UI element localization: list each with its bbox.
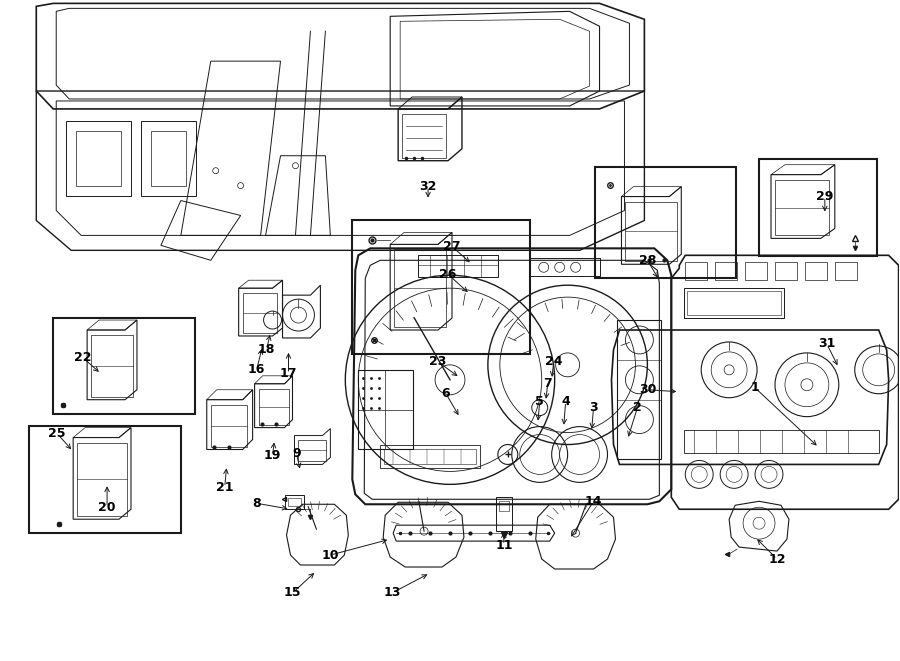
Bar bbox=[402, 114, 446, 158]
Bar bbox=[380, 444, 480, 469]
Text: 5: 5 bbox=[536, 395, 544, 408]
Bar bbox=[688, 291, 781, 315]
Bar bbox=[499, 501, 508, 511]
Bar bbox=[835, 262, 857, 280]
Bar bbox=[684, 430, 878, 453]
Bar bbox=[384, 449, 476, 465]
Text: 12: 12 bbox=[769, 553, 786, 566]
Bar bbox=[685, 262, 707, 280]
Text: 22: 22 bbox=[75, 352, 92, 364]
Text: 17: 17 bbox=[280, 368, 297, 380]
Bar bbox=[287, 498, 302, 506]
Bar bbox=[243, 293, 276, 333]
Text: 21: 21 bbox=[216, 481, 233, 494]
Text: 14: 14 bbox=[585, 495, 602, 508]
Text: 24: 24 bbox=[544, 356, 562, 368]
Bar bbox=[299, 440, 327, 461]
Text: 31: 31 bbox=[818, 338, 835, 350]
Bar bbox=[352, 221, 530, 354]
Bar bbox=[284, 495, 304, 509]
Bar bbox=[77, 442, 127, 516]
Bar bbox=[595, 167, 736, 278]
Bar bbox=[745, 262, 767, 280]
Bar bbox=[394, 249, 446, 327]
Bar bbox=[496, 497, 512, 531]
Bar bbox=[626, 202, 678, 261]
Bar bbox=[617, 320, 662, 459]
Bar bbox=[358, 370, 413, 449]
Bar bbox=[775, 262, 796, 280]
Text: 6: 6 bbox=[442, 387, 450, 400]
Bar bbox=[211, 405, 247, 447]
Bar bbox=[91, 335, 133, 397]
Text: 16: 16 bbox=[248, 364, 266, 376]
Bar bbox=[258, 389, 289, 424]
Bar bbox=[530, 258, 599, 276]
Text: 11: 11 bbox=[495, 539, 513, 551]
Bar bbox=[53, 318, 194, 414]
Text: 26: 26 bbox=[439, 268, 456, 281]
Bar bbox=[716, 262, 737, 280]
Bar bbox=[684, 288, 784, 318]
Text: 3: 3 bbox=[590, 401, 598, 414]
Text: 30: 30 bbox=[639, 383, 656, 396]
Text: 9: 9 bbox=[292, 447, 301, 460]
Text: 25: 25 bbox=[49, 427, 66, 440]
Text: 19: 19 bbox=[264, 449, 281, 462]
Bar bbox=[759, 159, 877, 256]
Bar bbox=[30, 426, 181, 533]
Text: 27: 27 bbox=[443, 240, 461, 253]
Text: 13: 13 bbox=[383, 586, 400, 600]
Text: 10: 10 bbox=[321, 549, 339, 562]
Text: 23: 23 bbox=[429, 356, 446, 368]
Text: 28: 28 bbox=[639, 254, 656, 267]
Text: 15: 15 bbox=[284, 586, 302, 600]
Text: 1: 1 bbox=[751, 381, 760, 394]
Text: 2: 2 bbox=[633, 401, 642, 414]
Text: 18: 18 bbox=[258, 344, 275, 356]
Text: 29: 29 bbox=[816, 190, 833, 203]
Bar bbox=[805, 262, 827, 280]
Text: 20: 20 bbox=[98, 501, 116, 514]
Bar bbox=[418, 255, 498, 277]
Text: 7: 7 bbox=[544, 377, 552, 390]
Text: 8: 8 bbox=[252, 497, 261, 510]
Text: 4: 4 bbox=[562, 395, 570, 408]
Bar bbox=[775, 180, 829, 235]
Text: 32: 32 bbox=[419, 180, 436, 193]
